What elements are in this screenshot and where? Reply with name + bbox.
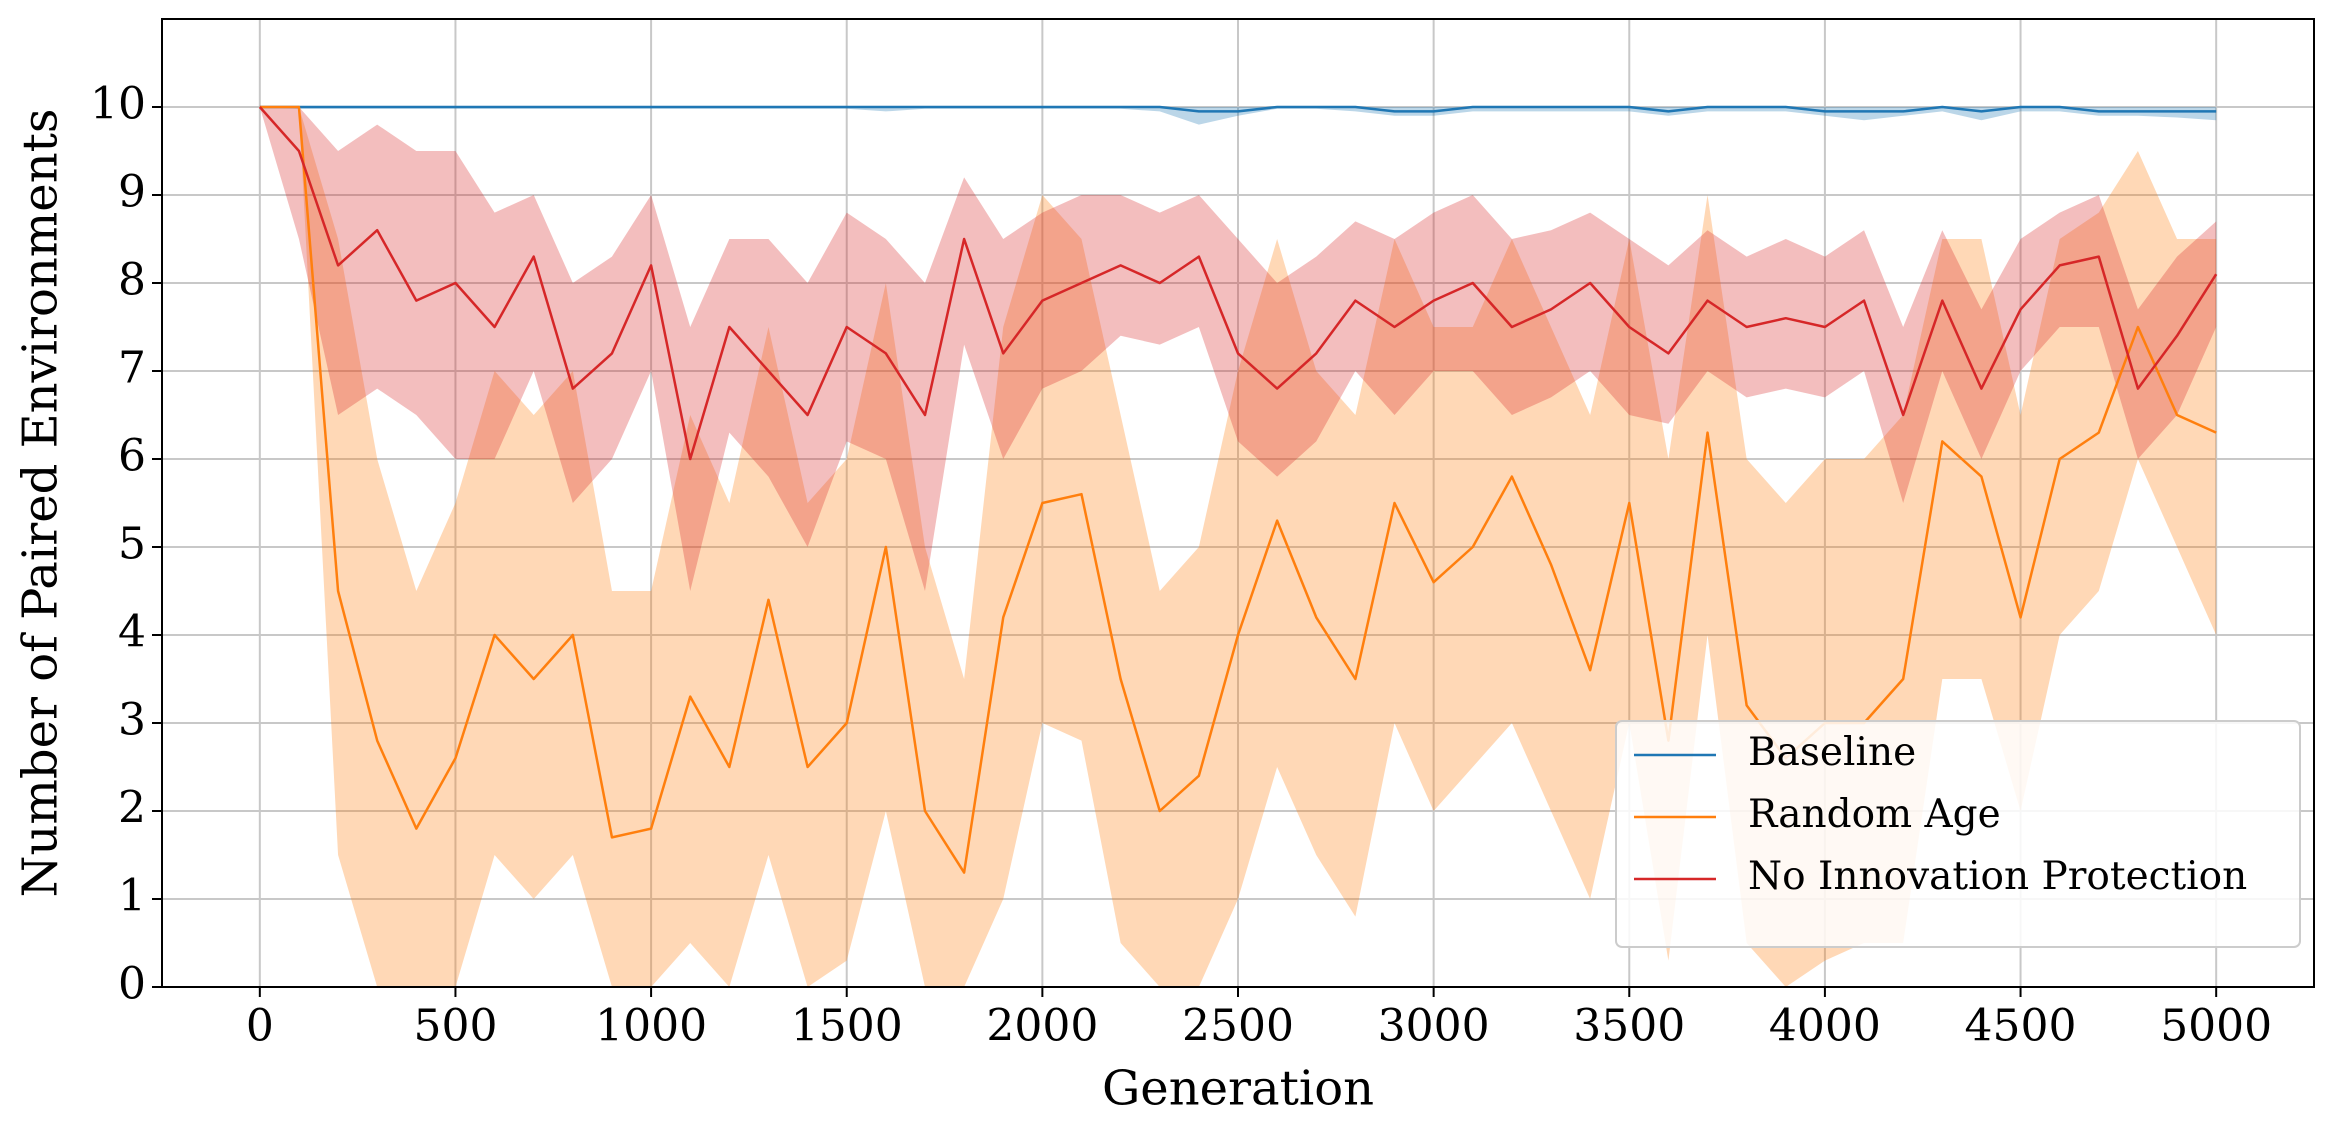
band xyxy=(259,107,2217,591)
y-tick-label: 1 xyxy=(118,871,146,922)
y-tick-label: 4 xyxy=(118,607,146,658)
y-tick-label: 2 xyxy=(118,783,146,834)
x-tick-label: 3500 xyxy=(1573,1001,1685,1052)
x-tick-label: 1500 xyxy=(791,1001,903,1052)
x-tick-label: 2500 xyxy=(1182,1001,1294,1052)
x-tick-label: 1000 xyxy=(595,1001,707,1052)
legend-label: No Innovation Protection xyxy=(1748,854,2247,899)
y-tick-label: 9 xyxy=(118,167,146,218)
y-tick-label: 7 xyxy=(118,343,146,394)
x-tick-label: 4000 xyxy=(1769,1001,1881,1052)
legend-label: Baseline xyxy=(1748,730,1916,775)
x-axis-label: Generation xyxy=(1102,1061,1374,1117)
ticks: 0 500 1000 1500 2000 2500 3000 3500 4000 4500 5000… xyxy=(90,79,2272,1052)
band xyxy=(259,107,2217,125)
legend: Baseline Random Age No Innovation Protecti… xyxy=(1615,720,2301,948)
legend-box xyxy=(1615,720,2301,948)
legend-label: Random Age xyxy=(1748,792,2001,837)
y-tick-label: 5 xyxy=(118,519,146,570)
y-tick-label: 0 xyxy=(118,959,146,1010)
x-tick-label: 4500 xyxy=(1965,1001,2077,1052)
line xyxy=(259,105,2217,874)
x-tick-label: 3000 xyxy=(1378,1001,1490,1052)
x-tick-label: 2000 xyxy=(986,1001,1098,1052)
y-tick-label: 6 xyxy=(118,431,146,482)
line xyxy=(259,105,2217,113)
x-tick-label: 500 xyxy=(413,1001,497,1052)
y-tick-label: 8 xyxy=(118,255,146,306)
x-tick-label: 0 xyxy=(246,1001,274,1052)
x-tick-label: 5000 xyxy=(2160,1001,2272,1052)
y-tick-label: 10 xyxy=(90,79,146,130)
y-tick-label: 3 xyxy=(118,695,146,746)
line xyxy=(258,106,2218,461)
y-axis-label: Number of Paired Environments xyxy=(13,108,69,897)
